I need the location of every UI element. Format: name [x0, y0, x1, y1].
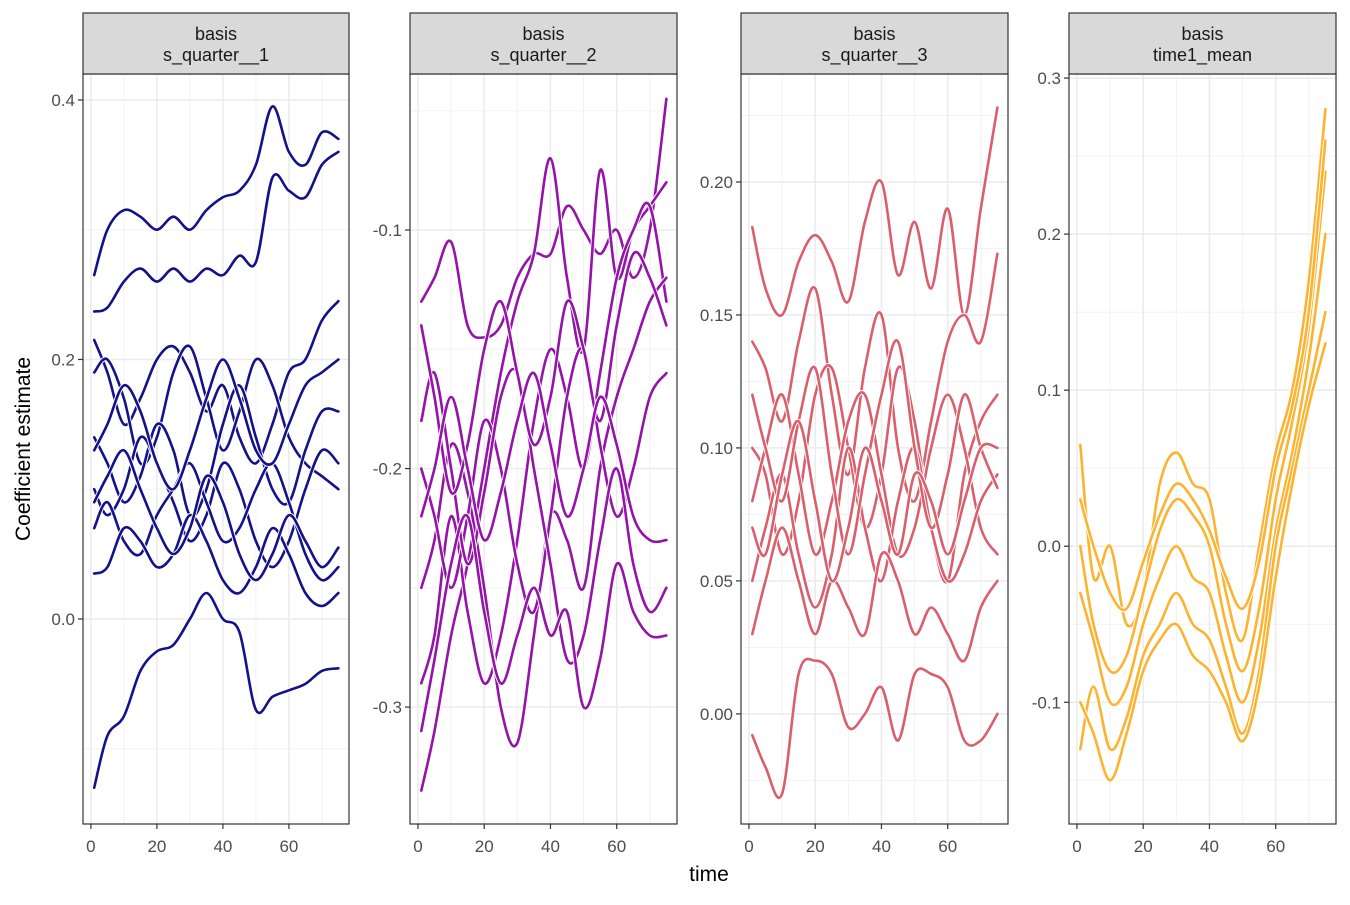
series-line: [92, 344, 340, 491]
y-tick-label: 0.10: [700, 439, 733, 458]
x-tick-label: 40: [872, 837, 891, 856]
x-tick-label: 40: [1200, 837, 1219, 856]
x-tick-label: 0: [744, 837, 753, 856]
series-line: [1079, 232, 1327, 707]
series-line: [751, 657, 999, 799]
y-tick-label: 0.05: [700, 572, 733, 591]
y-tick-label: 0.4: [51, 91, 75, 110]
series-line: [1079, 139, 1327, 612]
x-tick-label: 20: [475, 837, 494, 856]
facet-strip: [1068, 12, 1337, 75]
series-line: [420, 97, 668, 340]
y-axis-label: Coefficient estimate: [12, 357, 35, 541]
facet-strip-label-2: s_quarter__3: [821, 45, 927, 66]
x-tick-label: 0: [1072, 837, 1081, 856]
series-line: [92, 105, 340, 277]
x-tick-label: 40: [541, 837, 560, 856]
y-tick-label: 0.1: [1037, 381, 1061, 400]
series-line: [1079, 170, 1327, 674]
series-line: [92, 384, 340, 518]
series-group: [750, 106, 1000, 800]
series-line: [92, 358, 340, 491]
series-line: [420, 250, 668, 495]
series-group: [92, 104, 341, 789]
y-tick-label: 0.20: [700, 173, 733, 192]
facet-strip-label-1: basis: [1181, 24, 1223, 44]
y-tick-label: 0.0: [1037, 537, 1061, 556]
facet-strip: [82, 12, 350, 75]
x-tick-label: 20: [1134, 837, 1153, 856]
series-line: [420, 513, 668, 733]
y-tick-label: -0.3: [373, 698, 402, 717]
x-tick-label: 60: [1266, 837, 1285, 856]
x-tick-label: 0: [413, 837, 422, 856]
facet-strip-label-1: basis: [522, 24, 564, 44]
x-tick-label: 60: [938, 837, 957, 856]
y-tick-label: 0.00: [700, 705, 733, 724]
series-line: [92, 299, 340, 465]
x-axis-label: time: [689, 863, 729, 886]
y-tick-label: -0.2: [373, 460, 402, 479]
y-tick-label: 0.3: [1037, 69, 1061, 88]
series-line: [92, 150, 340, 313]
series-line: [92, 448, 340, 582]
y-tick-label: 0.0: [51, 610, 75, 629]
series-line: [92, 513, 340, 608]
facet-strip-label-2: s_quarter__1: [163, 45, 269, 66]
series-group: [419, 97, 669, 792]
series-line: [420, 371, 668, 544]
facet-strip-label-2: time1_mean: [1153, 45, 1252, 66]
series-line: [751, 419, 999, 583]
series-line: [1079, 108, 1327, 643]
x-tick-label: 40: [213, 837, 232, 856]
y-tick-label: -0.1: [373, 221, 402, 240]
series-group: [1078, 108, 1328, 783]
series-line: [751, 252, 999, 503]
facet-strip-label-1: basis: [853, 24, 895, 44]
y-tick-label: 0.2: [1037, 225, 1061, 244]
series-line: [420, 367, 668, 665]
series-line: [751, 339, 999, 556]
x-tick-label: 0: [86, 837, 95, 856]
series-line: [751, 446, 999, 609]
y-tick-label: 0.2: [51, 350, 75, 369]
series-line: [751, 526, 999, 663]
facet-strip-label-1: basis: [195, 24, 237, 44]
y-tick-label: -0.1: [1032, 693, 1061, 712]
series-line: [1079, 310, 1327, 752]
x-tick-label: 60: [279, 837, 298, 856]
facet-strip: [740, 12, 1009, 75]
facet-strip-label-2: s_quarter__2: [490, 45, 596, 66]
series-line: [92, 591, 340, 789]
facet-strip: [409, 12, 678, 75]
y-tick-label: 0.15: [700, 306, 733, 325]
x-tick-label: 20: [806, 837, 825, 856]
x-tick-label: 60: [607, 837, 626, 856]
x-tick-label: 20: [147, 837, 166, 856]
series-line: [1079, 342, 1327, 782]
